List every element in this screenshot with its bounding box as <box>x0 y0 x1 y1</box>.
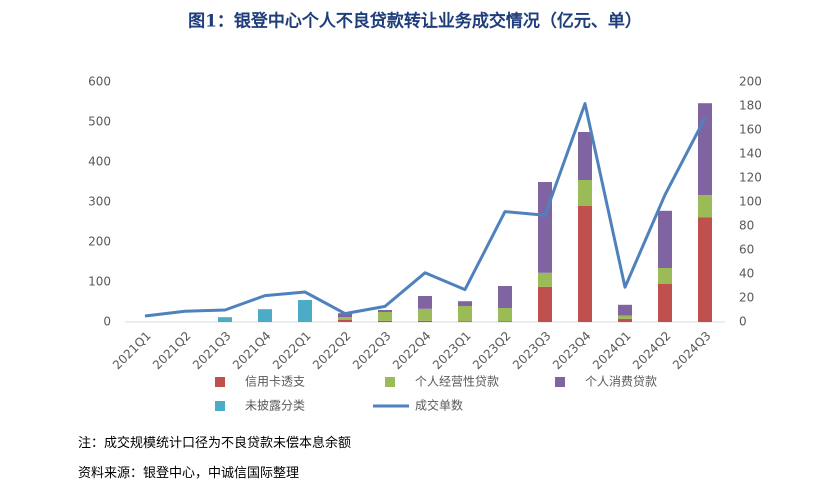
legend-label: 个人消费贷款 <box>585 375 657 389</box>
bar <box>458 306 472 322</box>
bar <box>338 313 352 318</box>
y2-tick-label: 20 <box>739 291 754 305</box>
bar <box>418 296 432 309</box>
y2-tick-label: 0 <box>739 315 747 329</box>
legend-swatch <box>555 377 565 387</box>
bar <box>258 309 272 322</box>
bar <box>658 284 672 322</box>
x-tick-label: 2023Q4 <box>550 329 594 373</box>
bar <box>618 304 632 316</box>
x-tick-label: 2021Q2 <box>150 329 194 373</box>
bar <box>378 310 392 312</box>
y2-tick-label: 100 <box>739 195 762 209</box>
y-tick-label: 200 <box>88 235 111 249</box>
x-tick-label: 2024Q1 <box>590 329 634 373</box>
x-tick-label: 2024Q3 <box>670 329 714 373</box>
y2-tick-label: 40 <box>739 267 754 281</box>
bar <box>218 317 232 322</box>
y-tick-label: 400 <box>88 155 111 169</box>
legend-label: 信用卡透支 <box>245 375 305 389</box>
y-tick-label: 300 <box>88 195 111 209</box>
x-tick-label: 2023Q3 <box>510 329 554 373</box>
bar <box>458 321 472 322</box>
x-tick-label: 2021Q4 <box>230 329 274 373</box>
bar <box>658 268 672 284</box>
bar <box>618 318 632 322</box>
bar <box>418 320 432 322</box>
legend-label: 未披露分类 <box>245 399 305 413</box>
y-tick-label: 600 <box>88 75 111 89</box>
chart: 图1：银登中心个人不良贷款转让业务成交情况（亿元、单） 010020030040… <box>88 11 762 413</box>
note: 注：成交规模统计口径为不良贷款未偿本息余额 <box>78 436 352 451</box>
bar <box>538 182 552 273</box>
bar <box>378 312 392 321</box>
legend-label: 个人经营性贷款 <box>415 375 499 389</box>
legend-swatch <box>385 377 395 387</box>
x-tick-label: 2022Q2 <box>310 329 354 373</box>
line <box>144 102 707 318</box>
legend-swatch <box>215 401 225 411</box>
bar <box>538 272 552 287</box>
bar <box>698 195 712 218</box>
y-tick-label: 0 <box>103 315 111 329</box>
x-tick-label: 2023Q2 <box>470 329 514 373</box>
bar <box>498 308 512 322</box>
y2-tick-label: 160 <box>739 123 762 137</box>
y2-tick-label: 140 <box>739 147 762 161</box>
x-tick-label: 2022Q1 <box>270 329 314 373</box>
x-tick-label: 2021Q1 <box>110 329 154 373</box>
bar <box>618 315 632 319</box>
legend-swatch <box>215 377 225 387</box>
bar <box>578 206 592 322</box>
y2-tick-label: 120 <box>739 171 762 185</box>
bar <box>338 317 352 320</box>
y2-tick-label: 200 <box>739 75 762 89</box>
x-tick-label: 2022Q4 <box>390 329 434 373</box>
x-tick-label: 2022Q3 <box>350 329 394 373</box>
bar <box>458 301 472 306</box>
x-tick-label: 2024Q2 <box>630 329 674 373</box>
bar <box>538 286 552 322</box>
bar <box>498 286 512 308</box>
bar <box>338 320 352 322</box>
bar <box>498 321 512 322</box>
bar <box>298 300 312 322</box>
bar <box>418 308 432 321</box>
bar <box>698 103 712 196</box>
bar <box>658 210 672 268</box>
bar <box>578 132 592 180</box>
y2-tick-label: 80 <box>739 219 754 233</box>
y2-tick-label: 180 <box>739 99 762 113</box>
bar <box>698 217 712 322</box>
bar <box>578 180 592 206</box>
y-tick-label: 100 <box>88 275 111 289</box>
y-tick-label: 500 <box>88 115 111 129</box>
chart-title: 图1：银登中心个人不良贷款转让业务成交情况（亿元、单） <box>188 11 642 32</box>
y2-tick-label: 60 <box>739 243 754 257</box>
x-tick-label: 2021Q3 <box>190 329 234 373</box>
x-tick-label: 2023Q1 <box>430 329 474 373</box>
legend-label: 成交单数 <box>415 398 463 413</box>
bar <box>378 320 392 322</box>
source: 资料来源：银登中心，中诚信国际整理 <box>78 466 300 481</box>
